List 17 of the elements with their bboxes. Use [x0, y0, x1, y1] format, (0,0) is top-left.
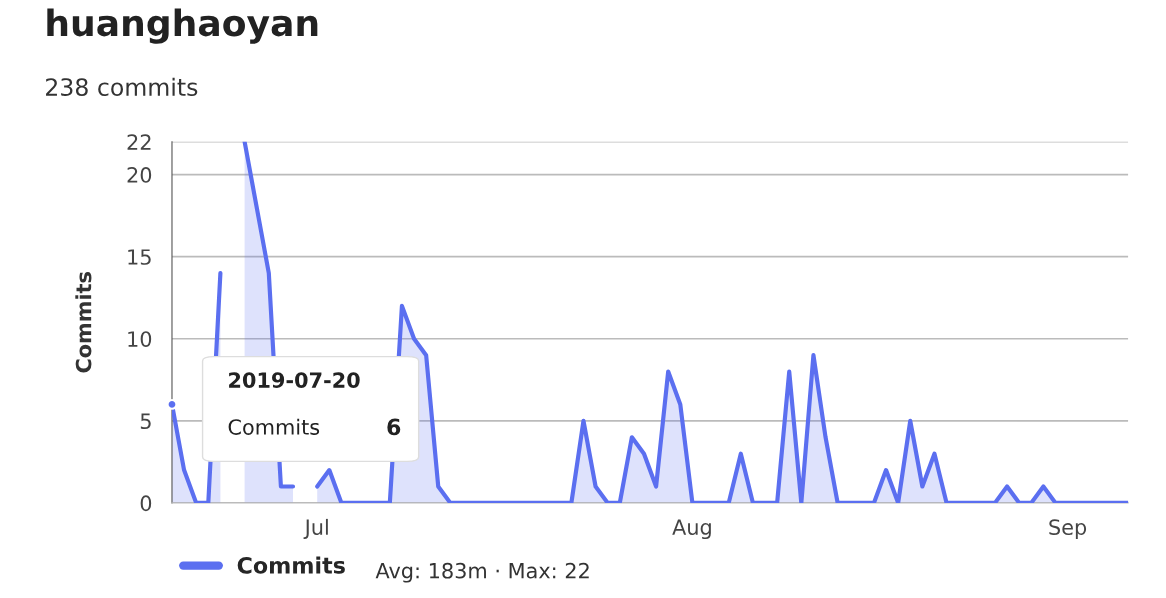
y-tick-label: 22 — [127, 134, 151, 150]
chart-title: huanghaoyan — [47, 8, 318, 44]
y-tick-label: 10 — [128, 331, 152, 347]
y-axis-title: Commits — [75, 272, 92, 373]
x-tick-label: Jul — [303, 518, 328, 539]
text: Avg: 183m · Max: 22 — [375, 562, 589, 583]
y-tick-label: 0 — [140, 495, 152, 512]
y-tick-label: 5 — [140, 413, 151, 430]
y-tick-label: 15 — [128, 249, 151, 265]
annotation: 2019-07-20 — [229, 372, 360, 388]
chart-subtitle: 238 commits — [46, 77, 198, 97]
annotation: 6 — [387, 418, 401, 436]
x-tick-label: Sep — [1049, 519, 1087, 540]
legend-label: Commits — [237, 556, 345, 574]
annotation: Commits — [228, 418, 320, 435]
x-tick-label: Aug — [672, 519, 711, 540]
y-tick-label: 20 — [127, 167, 152, 183]
